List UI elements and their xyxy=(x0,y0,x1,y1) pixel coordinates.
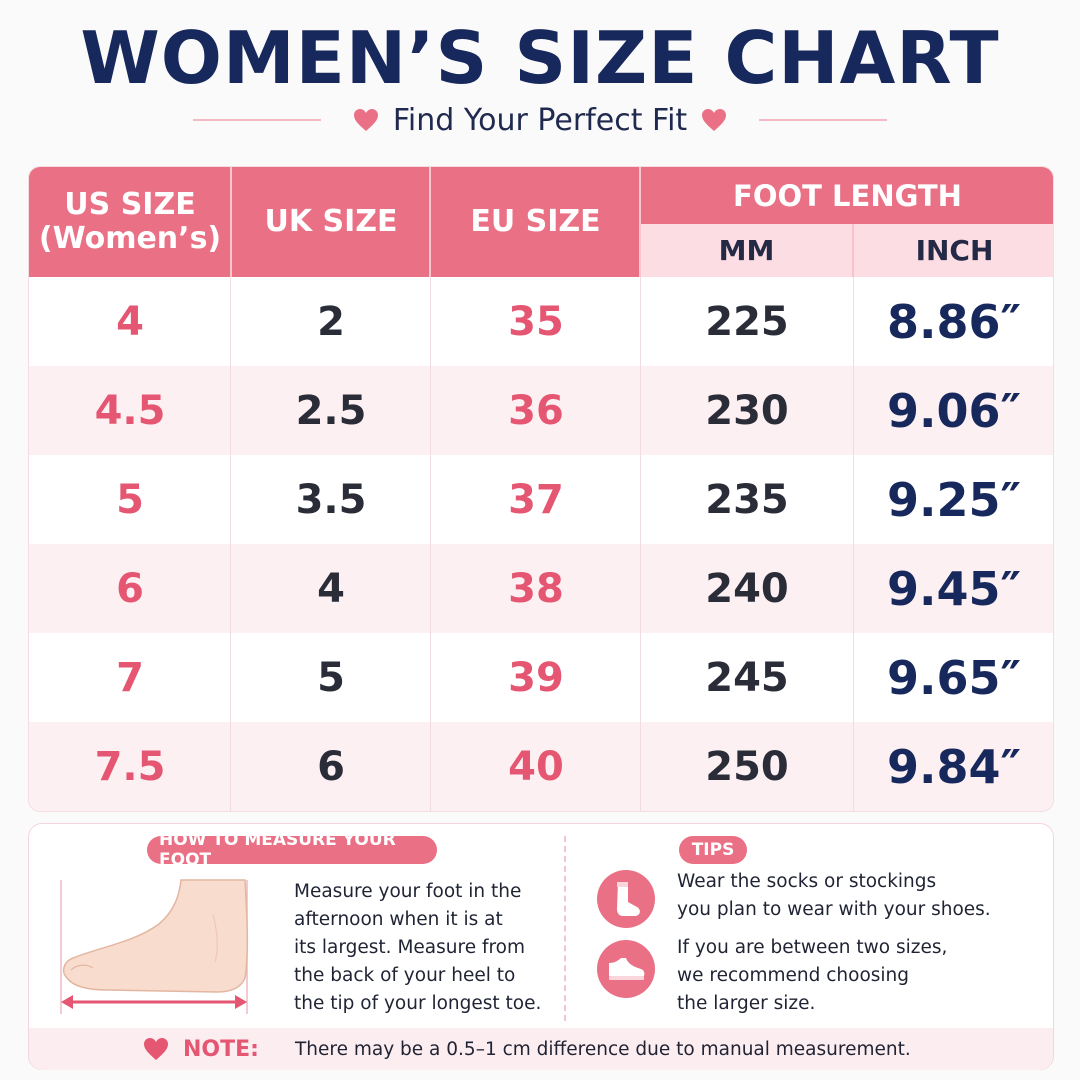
us-size-cell: 7 xyxy=(116,654,144,701)
tip-line: we recommend choosing xyxy=(677,965,910,986)
measure-line: its largest. Measure from xyxy=(294,937,526,958)
tip-socks: Wear the socks or stockings you plan to … xyxy=(677,868,1037,924)
inch-cell: 9.65″ xyxy=(886,650,1022,705)
table-row: 4 2 35 225 8.86″ xyxy=(29,277,1053,366)
header-inch: INCH xyxy=(854,224,1053,277)
table-row: 7.5 6 40 250 9.84″ xyxy=(29,722,1053,811)
uk-size-cell: 2 xyxy=(317,298,345,345)
size-table: US SIZE (Women’s) UK SIZE EU SIZE FOOT L… xyxy=(28,166,1054,812)
header-us-size-sub: (Women’s) xyxy=(38,221,222,256)
tip-line: you plan to wear with your shoes. xyxy=(677,899,991,920)
measure-line: afternoon when it is at xyxy=(294,909,503,930)
uk-size-cell: 4 xyxy=(317,565,345,612)
table-header: US SIZE (Women’s) UK SIZE EU SIZE FOOT L… xyxy=(29,167,1053,277)
tip-line: If you are between two sizes, xyxy=(677,937,948,958)
mm-cell: 230 xyxy=(705,387,789,434)
header-mm: MM xyxy=(641,224,852,277)
eu-size-cell: 40 xyxy=(508,743,564,790)
tip-between-sizes: If you are between two sizes, we recomme… xyxy=(677,934,1037,1018)
us-size-cell: 7.5 xyxy=(94,743,166,790)
inch-cell: 9.45″ xyxy=(886,561,1022,616)
header-uk-size: UK SIZE xyxy=(232,167,430,277)
us-size-cell: 5 xyxy=(116,476,144,523)
header-divider xyxy=(230,167,232,277)
measure-instructions: Measure your foot in the afternoon when … xyxy=(294,878,559,1018)
info-divider xyxy=(564,836,566,1021)
subtitle-row: Find Your Perfect Fit xyxy=(0,100,1080,140)
inch-cell: 9.06″ xyxy=(886,383,1022,438)
note-bar: NOTE: There may be a 0.5–1 cm difference… xyxy=(29,1028,1053,1070)
uk-size-cell: 2.5 xyxy=(295,387,367,434)
us-size-cell: 4 xyxy=(116,298,144,345)
mm-cell: 235 xyxy=(705,476,789,523)
mm-cell: 240 xyxy=(705,565,789,612)
subtitle-right-line xyxy=(759,119,888,121)
uk-size-cell: 3.5 xyxy=(295,476,367,523)
info-panel: HOW TO MEASURE YOUR FOOT Measure your fo… xyxy=(28,823,1054,1070)
mm-cell: 245 xyxy=(705,654,789,701)
tip-line: the larger size. xyxy=(677,993,816,1014)
eu-size-cell: 37 xyxy=(508,476,564,523)
header-divider xyxy=(429,167,431,277)
header-divider xyxy=(639,167,641,277)
table-row: 5 3.5 37 235 9.25″ xyxy=(29,455,1053,544)
tips-heading: TIPS xyxy=(679,836,747,864)
sock-icon xyxy=(597,870,655,928)
mm-cell: 225 xyxy=(705,298,789,345)
subtitle-left-line xyxy=(192,119,321,121)
header-us-size-label: US SIZE xyxy=(64,187,196,222)
heart-icon xyxy=(702,109,727,131)
inch-cell: 8.86″ xyxy=(886,294,1022,349)
inch-cell: 9.25″ xyxy=(886,472,1022,527)
foot-illustration xyxy=(60,879,249,1014)
column-divider xyxy=(853,277,854,811)
inch-cell: 9.84″ xyxy=(886,739,1022,794)
table-row: 6 4 38 240 9.45″ xyxy=(29,544,1053,633)
subtitle: Find Your Perfect Fit xyxy=(392,102,688,138)
header-us-size: US SIZE (Women’s) xyxy=(29,167,231,277)
measure-line: Measure your foot in the xyxy=(294,881,522,902)
us-size-cell: 4.5 xyxy=(94,387,166,434)
tip-line: Wear the socks or stockings xyxy=(677,871,937,892)
header-divider xyxy=(852,224,854,277)
heart-icon xyxy=(353,109,378,131)
eu-size-cell: 39 xyxy=(508,654,564,701)
measure-line: the back of your heel to xyxy=(294,965,516,986)
eu-size-cell: 38 xyxy=(508,565,564,612)
note-label: NOTE: xyxy=(183,1036,259,1062)
header-foot-length: FOOT LENGTH xyxy=(640,167,1053,224)
column-divider xyxy=(430,277,431,811)
note-text: There may be a 0.5–1 cm difference due t… xyxy=(295,1038,911,1060)
measure-line: the tip of your longest toe. xyxy=(294,993,542,1014)
us-size-cell: 6 xyxy=(116,565,144,612)
heart-icon xyxy=(144,1038,168,1060)
mm-cell: 250 xyxy=(705,743,789,790)
header-eu-size: EU SIZE xyxy=(431,167,640,277)
eu-size-cell: 35 xyxy=(508,298,564,345)
page-title: WOMEN’S SIZE CHART xyxy=(80,16,1000,100)
column-divider xyxy=(640,277,641,811)
uk-size-cell: 6 xyxy=(317,743,345,790)
column-divider xyxy=(230,277,231,811)
table-row: 7 5 39 245 9.65″ xyxy=(29,633,1053,722)
uk-size-cell: 5 xyxy=(317,654,345,701)
measure-heading: HOW TO MEASURE YOUR FOOT xyxy=(147,830,437,870)
eu-size-cell: 36 xyxy=(508,387,564,434)
table-row: 4.5 2.5 36 230 9.06″ xyxy=(29,366,1053,455)
shoe-icon xyxy=(597,940,655,998)
